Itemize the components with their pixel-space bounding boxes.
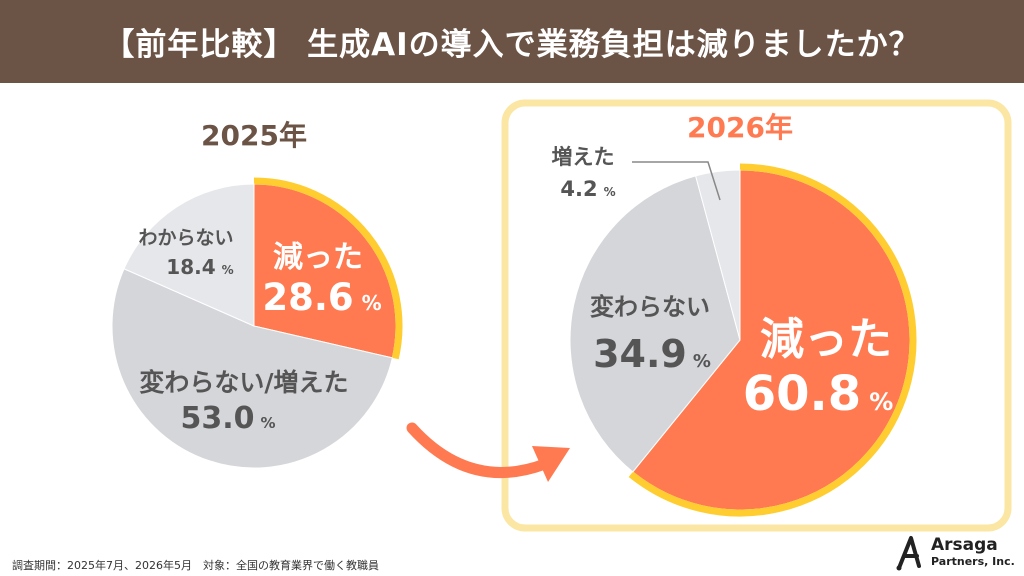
pie-slice-increased-2026 bbox=[695, 169, 741, 341]
pie-chart-2026 bbox=[569, 163, 917, 517]
slice-value-nochange-2025: 53.0% bbox=[180, 401, 275, 436]
slice-label-increased-2026: 増えた bbox=[552, 145, 615, 169]
slice-label-nochange-2026: 変わらない bbox=[590, 293, 710, 321]
pie-slice-nochange-2025 bbox=[111, 268, 393, 469]
pie-slice-unknown-2025 bbox=[123, 183, 255, 327]
logo-mark-icon bbox=[896, 536, 921, 571]
slice-value-decreased-2025: 28.6% bbox=[262, 276, 381, 319]
pie-chart-2025 bbox=[111, 177, 403, 469]
slice-value-nochange-2026: 34.9% bbox=[593, 332, 711, 376]
pie-slice-decreased-2026-outline bbox=[628, 163, 917, 517]
leader-line-increased-2026 bbox=[632, 161, 721, 201]
pie-slice-nochange-2026 bbox=[569, 175, 741, 473]
slice-label-nochange-2025: 変わらない/増えた bbox=[139, 368, 348, 397]
slice-value-unknown-2025: 18.4% bbox=[166, 255, 233, 279]
pie-slice-decreased-2025-outline bbox=[253, 177, 403, 360]
slice-label-decreased-2025: 減った bbox=[273, 240, 363, 275]
chart-title-2026: 2026年 bbox=[687, 111, 793, 144]
slice-label-decreased-2026: 減った bbox=[760, 314, 892, 365]
highlight-frame-2026 bbox=[501, 99, 1012, 532]
page-title: 【前年比較】 生成AIの導入で業務負担は減りましたか？ bbox=[103, 27, 921, 63]
logo-subtitle: Partners, Inc. bbox=[931, 555, 1015, 568]
chart-title-2025: 2025年 bbox=[201, 119, 307, 152]
slice-value-increased-2026: 4.2% bbox=[560, 177, 615, 201]
slice-label-unknown-2025: わからない bbox=[138, 227, 233, 249]
slice-value-decreased-2026: 60.8% bbox=[743, 366, 893, 422]
transition-arrow-head bbox=[532, 446, 570, 482]
logo-name: Arsaga bbox=[931, 535, 998, 555]
title-banner: 【前年比較】 生成AIの導入で業務負担は減りましたか？ bbox=[0, 0, 1024, 83]
transition-arrow bbox=[406, 422, 551, 479]
survey-footnote: 調査期間：2025年7月、2026年5月 対象：全国の教育業界で働く教職員 bbox=[12, 559, 379, 572]
company-logo: Arsaga Partners, Inc. bbox=[893, 532, 1023, 572]
